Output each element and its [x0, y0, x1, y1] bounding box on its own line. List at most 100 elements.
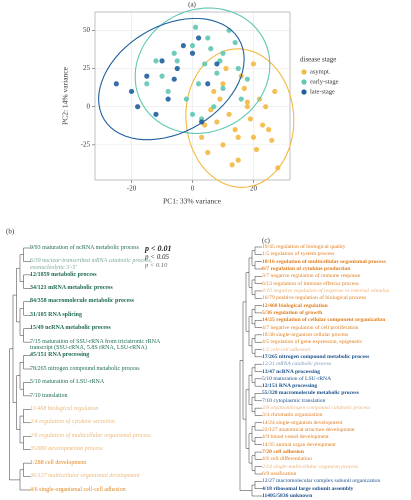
point	[220, 142, 226, 148]
panel-label: (a)	[188, 1, 196, 9]
go-term: 5/10 maturation of LSU-rRNA	[262, 375, 332, 382]
point	[189, 111, 196, 117]
point	[259, 122, 266, 128]
go-term: 6/13 regulation of immune effector proce…	[262, 280, 359, 287]
go-term: 5/10 maturation of LSU-rRNA	[30, 379, 105, 386]
go-term: 3/7 negative regulation of immune respon…	[262, 273, 361, 280]
legend-swatch	[301, 79, 307, 85]
go-term: 4/7 negative regulation of cell prolifer…	[262, 324, 359, 331]
point	[247, 116, 253, 122]
x-tick-label: 20	[250, 185, 258, 193]
go-term: 4/18 ribosomal large subunit assembly	[262, 485, 354, 492]
go-term: 12/468 biological regulation	[262, 302, 328, 309]
go-term: 10/16 regulation of multicellular organi…	[262, 258, 386, 265]
point	[171, 50, 177, 56]
go-term: 36/127 multicellular organismal developm…	[30, 473, 140, 480]
dendrogram-branch	[16, 267, 20, 323]
point	[220, 50, 226, 56]
point	[211, 104, 217, 110]
panel-label: (b)	[6, 228, 15, 236]
dendrogram-branch	[251, 338, 255, 354]
go-term: 6/7 regulation of cytokine production	[262, 265, 351, 272]
point	[253, 146, 260, 153]
go-term: 7/15 maturation of SSU-rRNA from tricist…	[30, 338, 160, 352]
y-axis-title: PC2: 14% variance	[61, 66, 70, 125]
point	[202, 61, 208, 67]
go-term: 1/2 cell-cell adhesion	[262, 346, 311, 353]
significance-legend: p < 0.10	[145, 262, 168, 269]
dendrogram-branch	[254, 466, 258, 475]
x-tick-label: 0	[191, 185, 195, 193]
panel-label: (c)	[262, 237, 270, 245]
y-tick-label: 25	[83, 64, 91, 72]
go-term: 12/27 macromolecular complex subunit org…	[262, 478, 381, 485]
dendrogram-branch	[23, 301, 27, 316]
go-term: 11405/5836 unknown	[262, 493, 313, 499]
go-term: 16/79 positive regulation of biological …	[262, 295, 366, 302]
dendrogram-branch	[239, 360, 252, 491]
point	[171, 76, 177, 82]
go-term: 4/10 negative regulation of response to …	[262, 287, 390, 294]
go-term: 13/47 ncRNA processing	[262, 368, 321, 375]
point	[205, 81, 211, 87]
go-term: 19/45 regulation of biological quality	[262, 244, 346, 250]
dendrogram-branch	[254, 422, 258, 431]
dendrogram-branch	[254, 305, 258, 314]
dendrogram-branch	[254, 393, 258, 402]
y-tick-label: 50	[83, 26, 91, 34]
go-term: 14/35 animal organ development	[262, 441, 336, 448]
legend-label: asympt.	[310, 68, 331, 75]
go-term: 2/4 regulation of cytokine secretion	[30, 419, 115, 426]
dendrogram-branch	[23, 435, 27, 450]
go-term: 55/328 macromolecule metabolic process	[262, 390, 359, 397]
go-term: 4/9 blood vessel development	[262, 434, 329, 441]
legend-swatch	[301, 89, 307, 95]
dendrogram-branch	[254, 363, 258, 372]
point	[214, 70, 220, 76]
dendrogram-branch	[251, 455, 255, 471]
dendrogram-branch	[254, 407, 258, 416]
point	[241, 85, 247, 91]
point	[180, 43, 186, 49]
point	[263, 104, 269, 110]
x-tick-label: -20	[127, 185, 137, 193]
point	[144, 73, 150, 79]
y-tick-label: 0	[87, 102, 91, 110]
x-axis-title: PC1: 33% variance	[163, 197, 222, 206]
point	[220, 81, 226, 87]
dendrogram-branch	[254, 290, 258, 299]
go-term: 7/10 cytoplasmic translation	[262, 397, 326, 404]
dendrogram-branch	[12, 294, 17, 403]
go-term: 34/121 mRNA metabolic process	[30, 285, 113, 292]
go-term: 35/880 developmental process	[30, 446, 103, 453]
point	[205, 35, 211, 41]
point	[214, 119, 220, 125]
point	[183, 96, 190, 102]
dendrogram-branch	[251, 396, 255, 413]
point	[269, 137, 275, 143]
point	[159, 58, 165, 64]
point	[189, 50, 196, 56]
point	[144, 81, 150, 87]
go-term: 6/39 nuclear-transcribed mRNA catabolic …	[30, 258, 153, 271]
go-term: 9/93 maturation of ncRNA metabolic proce…	[30, 244, 139, 251]
dendrogram-branch	[254, 334, 258, 343]
confidence-ellipse	[98, 17, 245, 141]
point	[165, 96, 171, 102]
dendrogram-branch	[23, 247, 27, 262]
go-term: 5/36 regulation of growth	[262, 309, 323, 316]
point	[208, 46, 214, 52]
dendrogram-branch	[245, 272, 249, 332]
go-term: 12/1859 metabolic process	[30, 271, 97, 278]
dendrogram-branch	[248, 374, 252, 405]
point	[214, 61, 220, 67]
dendrogram-branch	[248, 257, 252, 288]
dendrogram-branch	[9, 348, 20, 481]
dendrogram-branch	[251, 250, 255, 266]
go-term: 84/358 macromolecule metabolic process	[30, 298, 134, 305]
confidence-ellipse	[134, 7, 271, 134]
go-term: 6/9 ossification	[262, 471, 297, 478]
go-term: 4/5 regulation of gene expression, epige…	[262, 339, 363, 346]
go-term: 2/14 single-multicellular organism proce…	[262, 463, 359, 470]
